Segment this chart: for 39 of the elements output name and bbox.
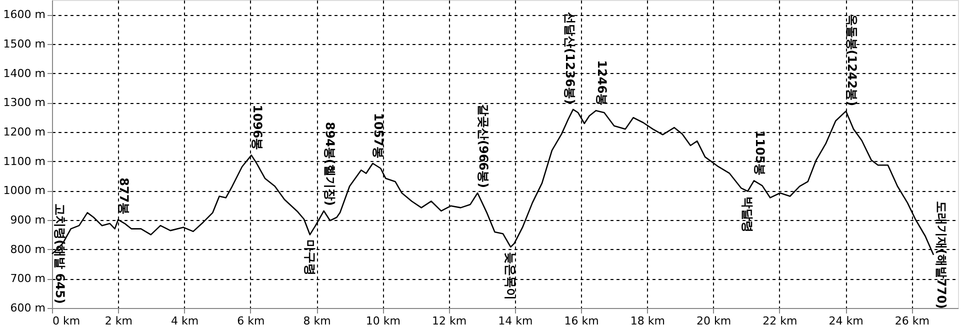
annotation: 고치령(해발 645) xyxy=(53,204,67,304)
annotation: 1246봉 xyxy=(594,60,609,106)
x-tick-label: 14 km xyxy=(498,314,533,328)
x-tick-label: 16 km xyxy=(564,314,599,328)
x-tick-label: 22 km xyxy=(762,314,798,328)
y-tick-label: 800 m xyxy=(10,242,46,256)
x-tick-label: 20 km xyxy=(696,314,732,328)
annotation: 박달령 xyxy=(740,196,755,232)
annotation: 마구령 xyxy=(302,240,317,276)
annotation: 1096봉 xyxy=(250,104,264,150)
x-tick-label: 2 km xyxy=(104,314,132,328)
x-tick-label: 24 km xyxy=(828,314,864,328)
x-tick-label: 8 km xyxy=(303,314,331,328)
y-tick-label: 1200 m xyxy=(3,126,46,138)
annotation: 도래기재(해발770) xyxy=(934,200,949,309)
y-tick-label: 1100 m xyxy=(3,154,46,168)
annotation: 갈곶산(966봉) xyxy=(476,104,491,188)
x-tick-label: 0 km xyxy=(52,314,80,328)
y-tick-label: 600 m xyxy=(10,302,46,314)
y-tick-label: 1600 m xyxy=(3,8,46,22)
x-tick-label: 12 km xyxy=(432,314,467,328)
y-tick-label: 1300 m xyxy=(3,96,46,110)
x-tick-label: 6 km xyxy=(237,314,265,328)
annotation: 옥돌봉(1242봉) xyxy=(844,14,859,106)
x-tick-label: 26 km xyxy=(894,314,930,328)
annotation: 1105봉 xyxy=(752,130,767,176)
y-tick-label: 1000 m xyxy=(3,184,46,198)
annotation: 1057봉 xyxy=(372,112,386,158)
annotation: 늦은목이 xyxy=(504,252,518,300)
x-tick-label: 18 km xyxy=(630,314,665,328)
annotation: 894봉(헬기장) xyxy=(322,122,337,206)
annotation: 877봉 xyxy=(117,178,132,215)
x-tick-label: 10 km xyxy=(366,314,400,328)
y-tick-label: 1400 m xyxy=(3,66,46,80)
y-tick-label: 1500 m xyxy=(3,38,46,50)
annotation: 선달산(1236봉) xyxy=(563,12,578,104)
y-tick-label: 900 m xyxy=(10,214,46,226)
y-tick-label: 700 m xyxy=(10,272,46,286)
x-tick-label: 4 km xyxy=(170,314,199,328)
